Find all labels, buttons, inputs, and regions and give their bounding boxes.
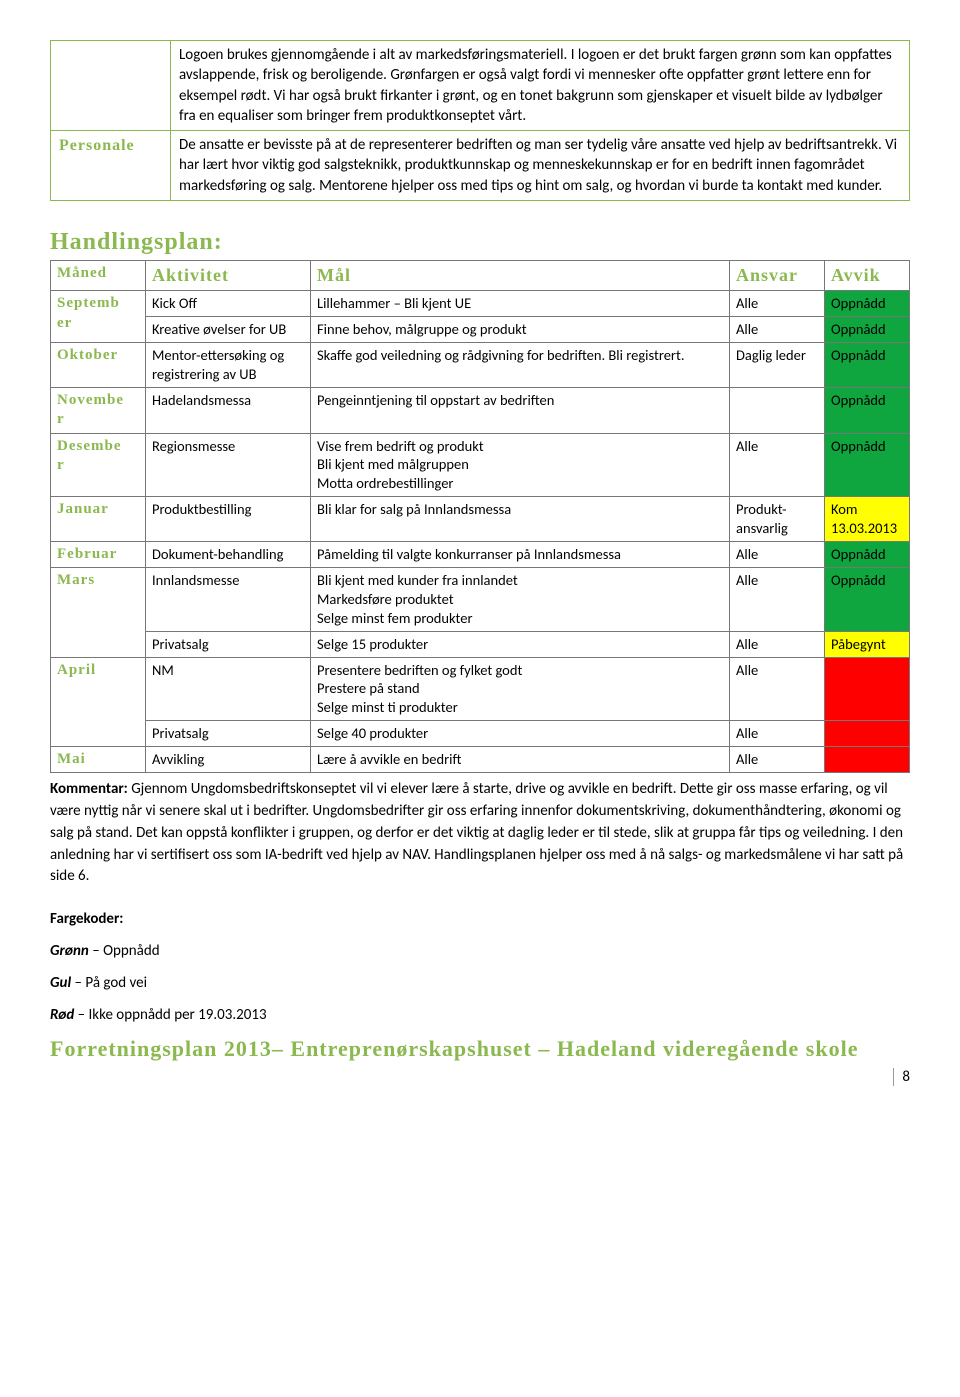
cell-goal: Påmelding til valgte konkurranser på Inn… xyxy=(311,541,730,568)
legend-red-line: Rød – Ikke oppnådd per 19.03.2013 xyxy=(50,1006,910,1024)
cell-activity: NM xyxy=(146,657,311,721)
cell-avvik: Kom 13.03.2013 xyxy=(825,497,910,542)
hdr-avvik: Avvik xyxy=(825,260,910,290)
legend-yellow-line: Gul – På god vei xyxy=(50,974,910,992)
cell-activity: Mentor-ettersøking og registrering av UB xyxy=(146,342,311,387)
top-table: Logoen brukes gjennomgående i alt av mar… xyxy=(50,40,910,201)
top-row1-text: Logoen brukes gjennomgående i alt av mar… xyxy=(171,41,910,131)
cell-avvik: Oppnådd xyxy=(825,291,910,317)
legend-green-text: – Oppnådd xyxy=(89,942,160,960)
comment-label: Kommentar: xyxy=(50,780,128,798)
cell-avvik: Oppnådd xyxy=(825,568,910,632)
page-number-wrap: 8 xyxy=(50,1068,910,1086)
footer-title: Forretningsplan 2013– Entreprenørskapshu… xyxy=(50,1034,910,1064)
legend-green-label: Grønn xyxy=(50,942,89,960)
cell-ansvar: Alle xyxy=(730,746,825,773)
comment-text: Gjennom Ungdomsbedriftskonseptet vil vi … xyxy=(50,780,903,885)
cell-ansvar: Produkt- ansvarlig xyxy=(730,497,825,542)
table-row: PrivatsalgSelge 40 produkterAlle xyxy=(51,721,910,747)
top-row2-text: De ansatte er bevisste på at de represen… xyxy=(171,131,910,201)
cell-goal: Skaffe god veiledning og rådgivning for … xyxy=(311,342,730,387)
cell-ansvar: Daglig leder xyxy=(730,342,825,387)
legend-red-text: – Ikke oppnådd per 19.03.2013 xyxy=(74,1006,266,1024)
cell-goal: Pengeinntjening til oppstart av bedrifte… xyxy=(311,387,730,433)
cell-avvik: Oppnådd xyxy=(825,316,910,342)
legend-yellow-label: Gul xyxy=(50,974,71,992)
comment-block: Kommentar: Gjennom Ungdomsbedriftskonsep… xyxy=(50,779,910,888)
cell-activity: Regionsmesse xyxy=(146,433,311,497)
cell-activity: Hadelandsmessa xyxy=(146,387,311,433)
cell-ansvar: Alle xyxy=(730,631,825,657)
cell-month: Desembe r xyxy=(51,433,146,497)
table-row: MarsInnlandsmesseBli kjent med kunder fr… xyxy=(51,568,910,632)
hdr-ansvar: Ansvar xyxy=(730,260,825,290)
top-row1-label xyxy=(51,41,171,131)
cell-ansvar xyxy=(730,387,825,433)
cell-ansvar: Alle xyxy=(730,568,825,632)
cell-goal: Vise frem bedrift og produkt Bli kjent m… xyxy=(311,433,730,497)
cell-goal: Presentere bedriften og fylket godt Pres… xyxy=(311,657,730,721)
table-row: Desembe rRegionsmesseVise frem bedrift o… xyxy=(51,433,910,497)
legend-green-line: Grønn – Oppnådd xyxy=(50,942,910,960)
hdr-goal: Mål xyxy=(311,260,730,290)
fargekoder-title: Fargekoder: xyxy=(50,910,910,928)
cell-avvik: Påbegynt xyxy=(825,631,910,657)
legend-red-label: Rød xyxy=(50,1006,74,1024)
cell-activity: Produktbestilling xyxy=(146,497,311,542)
cell-avvik xyxy=(825,746,910,773)
table-row: Septemb erKick OffLillehammer – Bli kjen… xyxy=(51,291,910,317)
cell-activity: Kreative øvelser for UB xyxy=(146,316,311,342)
cell-month: April xyxy=(51,657,146,746)
table-row: Novembe rHadelandsmessaPengeinntjening t… xyxy=(51,387,910,433)
cell-avvik: Oppnådd xyxy=(825,433,910,497)
cell-month: Septemb er xyxy=(51,291,146,343)
cell-activity: Dokument-behandling xyxy=(146,541,311,568)
cell-activity: Privatsalg xyxy=(146,721,311,747)
cell-activity: Kick Off xyxy=(146,291,311,317)
table-row: OktoberMentor-ettersøking og registrerin… xyxy=(51,342,910,387)
cell-avvik: Oppnådd xyxy=(825,342,910,387)
cell-ansvar: Alle xyxy=(730,657,825,721)
cell-goal: Bli kjent med kunder fra innlandet Marke… xyxy=(311,568,730,632)
cell-ansvar: Alle xyxy=(730,721,825,747)
cell-goal: Lære å avvikle en bedrift xyxy=(311,746,730,773)
cell-month: Januar xyxy=(51,497,146,542)
cell-goal: Lillehammer – Bli kjent UE xyxy=(311,291,730,317)
top-row2-label: Personale xyxy=(51,131,171,201)
cell-avvik: Oppnådd xyxy=(825,387,910,433)
cell-activity: Innlandsmesse xyxy=(146,568,311,632)
cell-ansvar: Alle xyxy=(730,433,825,497)
table-row: Kreative øvelser for UBFinne behov, målg… xyxy=(51,316,910,342)
hdr-month: Måned xyxy=(51,260,146,290)
cell-goal: Selge 40 produkter xyxy=(311,721,730,747)
cell-month: Mars xyxy=(51,568,146,657)
cell-goal: Finne behov, målgruppe og produkt xyxy=(311,316,730,342)
table-row: AprilNMPresentere bedriften og fylket go… xyxy=(51,657,910,721)
cell-activity: Avvikling xyxy=(146,746,311,773)
hdr-activity: Aktivitet xyxy=(146,260,311,290)
cell-avvik xyxy=(825,657,910,721)
section-title: Handlingsplan: xyxy=(50,229,910,256)
table-row: PrivatsalgSelge 15 produkterAllePåbegynt xyxy=(51,631,910,657)
plan-table: Måned Aktivitet Mål Ansvar Avvik Septemb… xyxy=(50,260,910,774)
table-row: JanuarProduktbestillingBli klar for salg… xyxy=(51,497,910,542)
legend-yellow-text: – På god vei xyxy=(71,974,147,992)
cell-avvik: Oppnådd xyxy=(825,541,910,568)
cell-month: Februar xyxy=(51,541,146,568)
cell-avvik xyxy=(825,721,910,747)
cell-goal: Bli klar for salg på Innlandsmessa xyxy=(311,497,730,542)
cell-month: Oktober xyxy=(51,342,146,387)
table-row: MaiAvviklingLære å avvikle en bedriftAll… xyxy=(51,746,910,773)
cell-ansvar: Alle xyxy=(730,291,825,317)
cell-ansvar: Alle xyxy=(730,316,825,342)
cell-month: Mai xyxy=(51,746,146,773)
table-row: FebruarDokument-behandlingPåmelding til … xyxy=(51,541,910,568)
page-number: 8 xyxy=(893,1068,910,1086)
cell-activity: Privatsalg xyxy=(146,631,311,657)
cell-goal: Selge 15 produkter xyxy=(311,631,730,657)
cell-ansvar: Alle xyxy=(730,541,825,568)
cell-month: Novembe r xyxy=(51,387,146,433)
